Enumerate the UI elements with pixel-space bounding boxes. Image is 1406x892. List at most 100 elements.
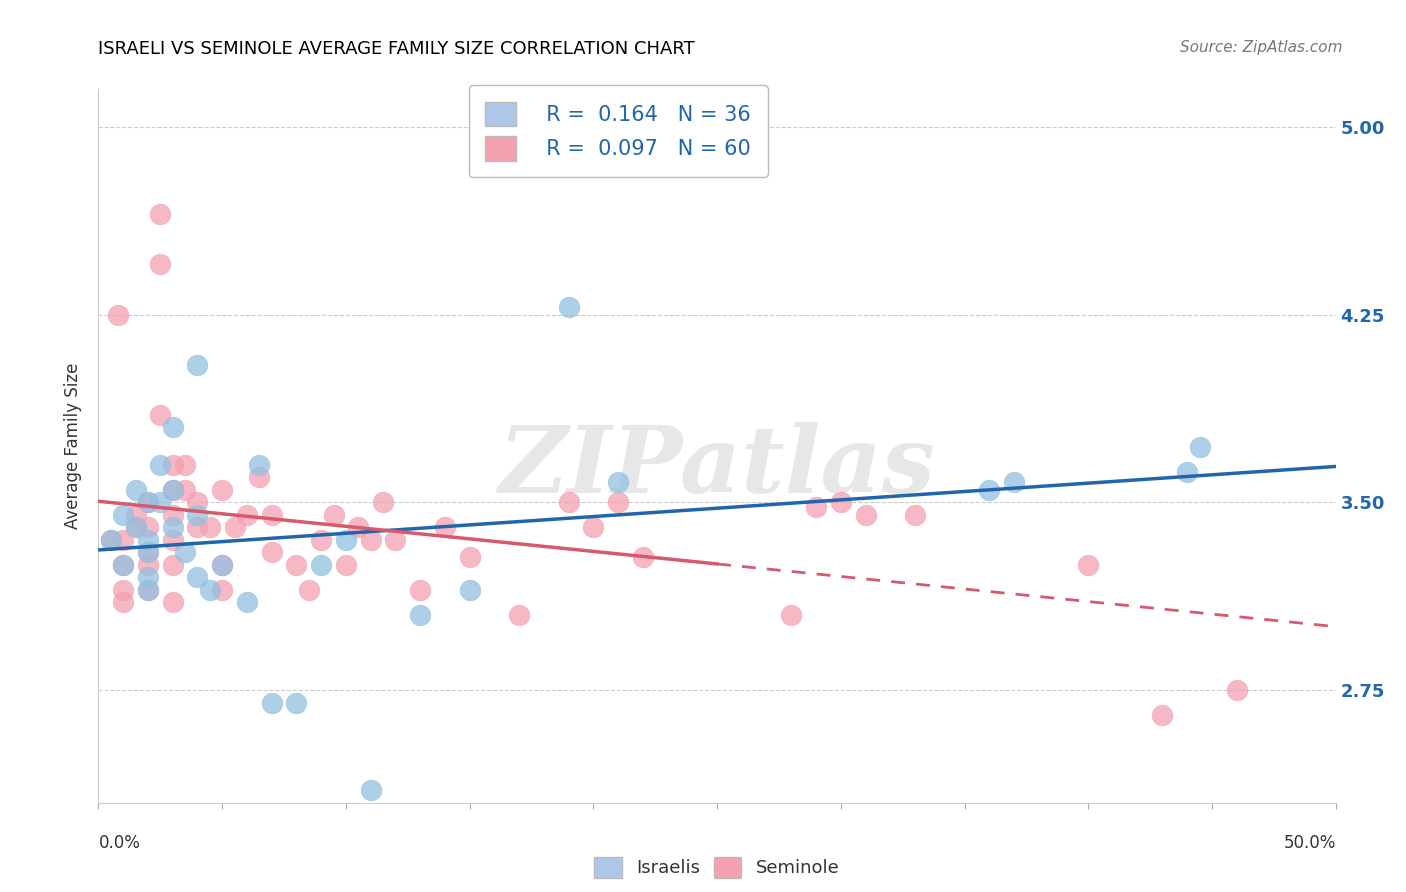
Point: [162, 420, 184, 434]
Point: [904, 508, 927, 522]
Point: [607, 475, 630, 490]
Point: [186, 358, 208, 372]
Point: [211, 483, 233, 497]
Point: [149, 495, 172, 509]
Point: [186, 495, 208, 509]
Point: [335, 558, 357, 572]
Y-axis label: Average Family Size: Average Family Size: [65, 363, 83, 529]
Point: [236, 508, 259, 522]
Point: [136, 495, 159, 509]
Point: [309, 533, 332, 547]
Point: [136, 495, 159, 509]
Text: Source: ZipAtlas.com: Source: ZipAtlas.com: [1180, 40, 1343, 55]
Point: [830, 495, 852, 509]
Point: [260, 545, 283, 559]
Point: [162, 483, 184, 497]
Point: [198, 520, 221, 534]
Point: [1175, 465, 1198, 479]
Point: [347, 520, 370, 534]
Point: [136, 570, 159, 584]
Point: [780, 607, 803, 622]
Point: [260, 696, 283, 710]
Point: [236, 595, 259, 609]
Point: [557, 300, 579, 314]
Point: [607, 495, 630, 509]
Point: [136, 582, 159, 597]
Point: [149, 458, 172, 472]
Point: [136, 533, 159, 547]
Point: [1002, 475, 1025, 490]
Point: [107, 308, 129, 322]
Point: [458, 582, 481, 597]
Point: [162, 533, 184, 547]
Point: [322, 508, 344, 522]
Point: [458, 550, 481, 565]
Point: [162, 558, 184, 572]
Point: [979, 483, 1001, 497]
Point: [149, 408, 172, 422]
Point: [211, 558, 233, 572]
Point: [136, 545, 159, 559]
Point: [112, 558, 135, 572]
Point: [186, 570, 208, 584]
Point: [1226, 683, 1249, 698]
Point: [124, 520, 146, 534]
Point: [124, 508, 146, 522]
Point: [224, 520, 246, 534]
Point: [186, 520, 208, 534]
Point: [100, 533, 122, 547]
Point: [631, 550, 654, 565]
Point: [149, 257, 172, 271]
Point: [112, 533, 135, 547]
Point: [186, 508, 208, 522]
Text: 50.0%: 50.0%: [1284, 834, 1336, 852]
Point: [211, 582, 233, 597]
Point: [198, 582, 221, 597]
Point: [433, 520, 456, 534]
Point: [162, 520, 184, 534]
Point: [1077, 558, 1099, 572]
Point: [285, 558, 308, 572]
Point: [124, 520, 146, 534]
Text: 0.0%: 0.0%: [98, 834, 141, 852]
Point: [112, 595, 135, 609]
Point: [174, 483, 197, 497]
Point: [335, 533, 357, 547]
Point: [149, 207, 172, 221]
Point: [360, 783, 382, 797]
Text: ISRAELI VS SEMINOLE AVERAGE FAMILY SIZE CORRELATION CHART: ISRAELI VS SEMINOLE AVERAGE FAMILY SIZE …: [98, 40, 695, 58]
Point: [162, 458, 184, 472]
Point: [409, 607, 432, 622]
Point: [162, 483, 184, 497]
Point: [384, 533, 406, 547]
Point: [162, 595, 184, 609]
Point: [112, 582, 135, 597]
Point: [360, 533, 382, 547]
Point: [582, 520, 605, 534]
Point: [136, 582, 159, 597]
Point: [557, 495, 579, 509]
Point: [112, 558, 135, 572]
Point: [124, 483, 146, 497]
Point: [162, 508, 184, 522]
Point: [136, 558, 159, 572]
Point: [508, 607, 530, 622]
Point: [174, 458, 197, 472]
Point: [247, 470, 270, 484]
Point: [855, 508, 877, 522]
Point: [1152, 708, 1174, 723]
Text: ZIPatlas: ZIPatlas: [499, 423, 935, 512]
Point: [260, 508, 283, 522]
Point: [112, 508, 135, 522]
Point: [804, 500, 827, 515]
Legend: Israelis, Seminole: Israelis, Seminole: [585, 847, 849, 887]
Point: [136, 520, 159, 534]
Point: [409, 582, 432, 597]
Point: [309, 558, 332, 572]
Point: [1188, 440, 1211, 454]
Point: [298, 582, 321, 597]
Point: [174, 545, 197, 559]
Point: [371, 495, 394, 509]
Point: [247, 458, 270, 472]
Point: [211, 558, 233, 572]
